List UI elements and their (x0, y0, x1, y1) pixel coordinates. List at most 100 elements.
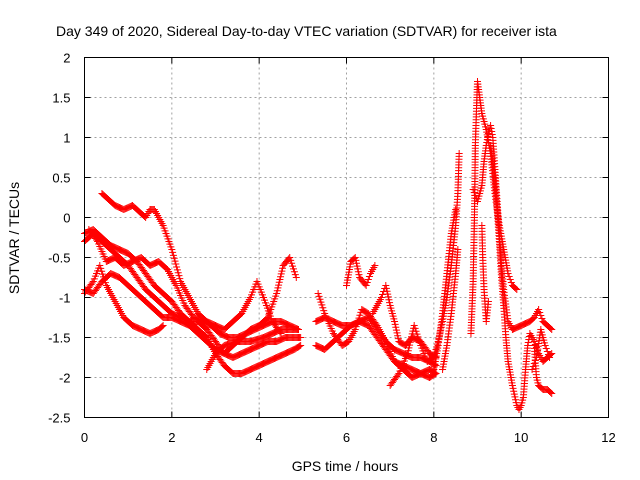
data-point (386, 299, 394, 307)
data-point (510, 390, 518, 398)
data-point (547, 325, 555, 332)
data-point (510, 387, 518, 395)
data-point (100, 273, 108, 281)
data-point (542, 345, 550, 352)
data-point (454, 246, 462, 253)
data-point (100, 276, 108, 284)
data-point (363, 279, 371, 286)
data-point (170, 254, 178, 262)
data-point (171, 257, 179, 265)
data-point (548, 326, 556, 333)
y-axis-label: SDTVAR / TECUs (6, 182, 22, 294)
data-point (296, 342, 304, 350)
x-tick-label: 12 (601, 430, 615, 445)
data-point (394, 371, 402, 379)
data-point (535, 306, 543, 313)
data-point (488, 131, 496, 138)
data-point (288, 259, 296, 267)
data-point (96, 262, 104, 269)
data-point (548, 350, 556, 357)
data-point (169, 251, 177, 259)
series-track-11 (343, 254, 379, 289)
data-point (529, 363, 537, 370)
data-point (384, 290, 392, 298)
data-point (297, 342, 305, 349)
data-point (547, 389, 555, 396)
data-point (509, 384, 517, 392)
y-tick-label: -2 (59, 371, 71, 386)
data-point (172, 260, 180, 268)
series-track-21 (528, 326, 554, 373)
data-point (530, 360, 538, 367)
data-point (382, 284, 390, 292)
data-point (289, 262, 297, 270)
data-point (98, 267, 106, 275)
data-point (362, 282, 370, 289)
data-point (513, 286, 521, 293)
data-point (455, 150, 463, 157)
data-point (317, 298, 325, 306)
data-point (384, 293, 392, 301)
axis-ticks (84, 57, 609, 418)
data-point (173, 266, 181, 274)
data-point (483, 139, 491, 146)
data-point (356, 311, 364, 319)
x-tick-label: 10 (514, 430, 528, 445)
data-point (168, 246, 176, 253)
data-point (432, 362, 440, 369)
data-point (353, 262, 361, 270)
data-point (508, 382, 516, 389)
data-point (351, 254, 359, 261)
data-point (469, 186, 477, 193)
data-point (432, 370, 440, 377)
data-point (101, 279, 109, 287)
data-point (414, 333, 422, 341)
data-point (377, 294, 385, 301)
data-point (286, 254, 294, 261)
data-point (416, 339, 424, 347)
data-point (383, 287, 391, 295)
data-point (541, 342, 549, 349)
data-point (316, 295, 324, 303)
data-point (355, 271, 363, 279)
x-tick-labels: 0 2 4 6 8 10 12 (81, 430, 616, 445)
data-point (352, 323, 360, 331)
data-point (364, 276, 372, 283)
data-point (512, 285, 520, 292)
data-point (352, 259, 360, 267)
y-tick-label: 0 (63, 211, 70, 226)
x-axis-label: GPS time / hours (292, 458, 399, 474)
data-point (287, 256, 295, 264)
x-tick-label: 8 (430, 430, 437, 445)
y-tick-label: 0.5 (52, 171, 70, 186)
data-point (354, 265, 362, 273)
grid-lines (84, 57, 609, 418)
data-point (484, 298, 492, 305)
y-tick-labels: -2.5 -2 -1.5 -1 -0.5 0 0.5 1 1.5 2 (48, 51, 70, 426)
data-point (528, 366, 536, 373)
data-point (511, 393, 519, 401)
data-point (158, 323, 166, 330)
data-point (531, 341, 539, 348)
data-point (543, 348, 551, 355)
data-point (354, 268, 362, 276)
data-point (174, 269, 182, 277)
series-track-7 (203, 326, 302, 373)
data-point (175, 272, 183, 280)
y-tick-label: -1.5 (48, 331, 70, 346)
data-point (415, 336, 423, 344)
data-point (412, 327, 420, 335)
series-track-10 (314, 290, 440, 381)
y-tick-label: 1.5 (52, 91, 70, 106)
data-point (176, 275, 184, 283)
x-tick-label: 4 (256, 430, 263, 445)
data-point (365, 273, 373, 280)
data-point (93, 236, 101, 244)
data-point (371, 262, 379, 269)
x-tick-label: 0 (81, 430, 88, 445)
series-track-18 (478, 222, 492, 325)
data-point (292, 274, 300, 281)
data-point (524, 339, 532, 346)
data-point (536, 309, 544, 316)
